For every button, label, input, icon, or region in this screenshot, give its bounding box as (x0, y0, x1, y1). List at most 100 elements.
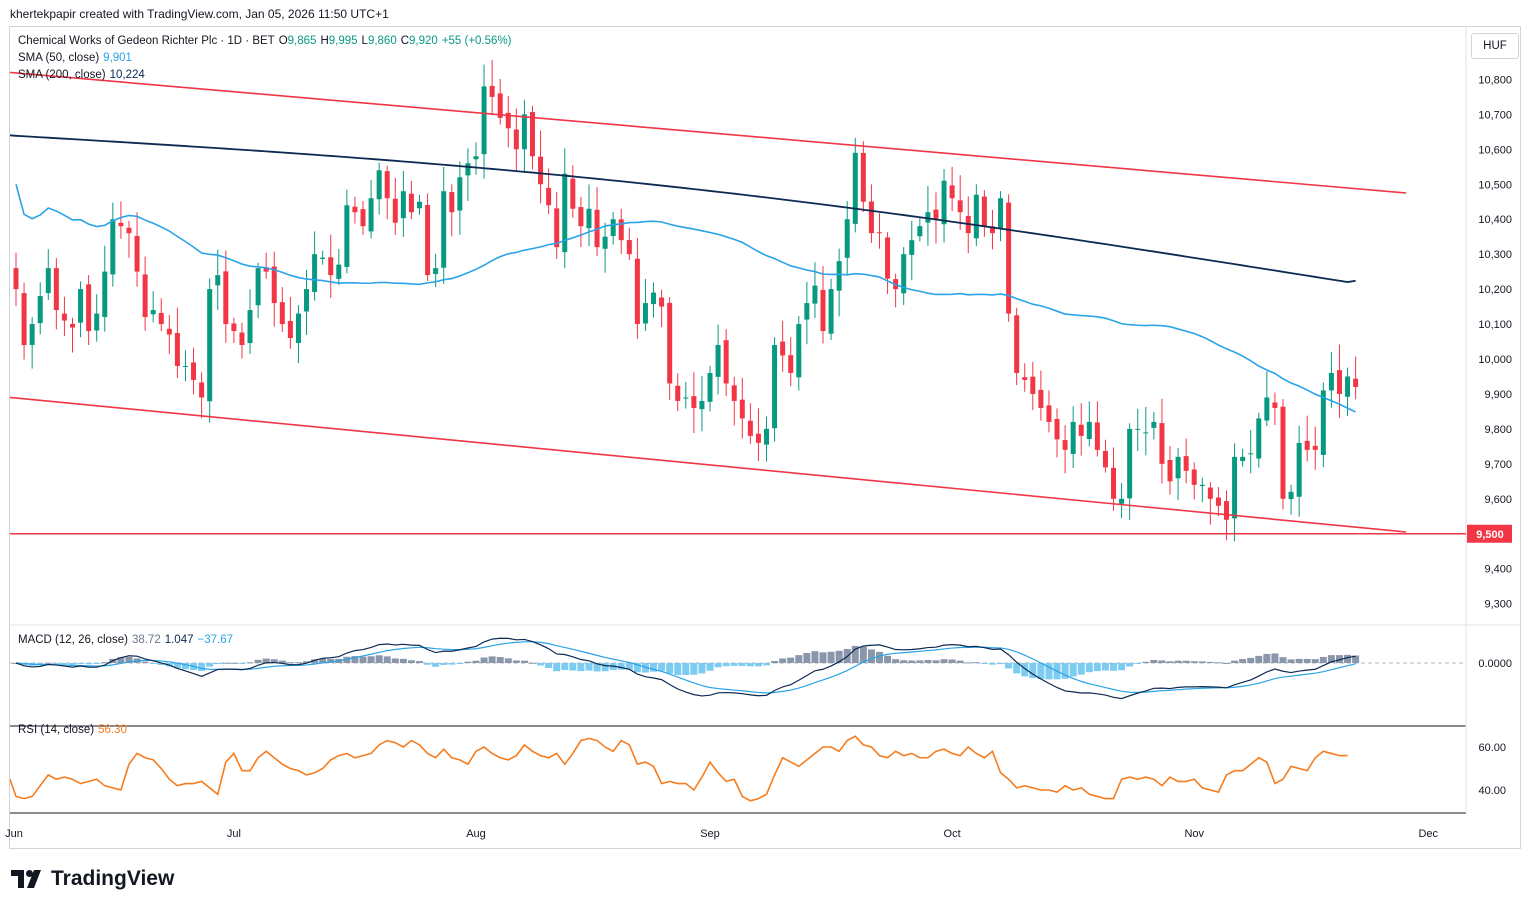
macd-hist-bar (932, 660, 940, 663)
candle-body (634, 258, 640, 325)
macd-hist-bar (528, 662, 536, 664)
macd-hist-bar (682, 663, 690, 676)
candle-body (885, 237, 891, 279)
candle-body (667, 302, 673, 384)
candle-body (1014, 315, 1020, 373)
candle-body (618, 219, 624, 241)
rsi-line (9, 735, 1348, 802)
macd-hist-bar (117, 657, 125, 663)
candle-body (110, 219, 116, 275)
macd-hist-bar (496, 657, 504, 663)
macd-hist-bar (391, 658, 399, 663)
macd-hist-bar (141, 661, 149, 663)
macd-hist-bar (432, 663, 440, 667)
macd-hist-bar (222, 662, 230, 664)
candle-body (150, 310, 156, 315)
macd-hist-bar (1335, 655, 1343, 663)
rsi-axis-tick: 60.00 (1478, 742, 1506, 754)
candle-body (957, 200, 963, 213)
candle-body (118, 222, 124, 227)
candle-body (336, 264, 342, 279)
candle-body (521, 114, 527, 150)
candle-body (917, 226, 923, 237)
macd-hist-bar (698, 663, 706, 674)
macd-hist-bar (650, 663, 658, 672)
macd-hist-bar (1303, 658, 1311, 663)
candle-body (408, 193, 414, 213)
candle-body (860, 152, 866, 202)
candle-body (78, 289, 84, 323)
candle-body (731, 385, 737, 401)
candle-body (199, 382, 205, 398)
macd-hist-bar (1271, 653, 1279, 663)
macd-hist-bar (399, 658, 407, 663)
candle-body (449, 192, 455, 213)
candle-body (1070, 421, 1076, 454)
macd-hist-bar (811, 651, 819, 663)
sma200-legend[interactable]: SMA (200, close) 10,224 (18, 69, 149, 81)
macd-hist-bar (286, 662, 294, 664)
candle-body (1119, 498, 1125, 504)
macd-hist-bar (504, 658, 512, 663)
candle-body (1280, 406, 1286, 499)
sma50-line (15, 184, 1356, 413)
candle-body (1336, 370, 1342, 394)
macd-hist-bar (1101, 663, 1109, 671)
macd-hist-bar (157, 663, 165, 665)
candle-body (433, 268, 439, 275)
sma200-value: 10,224 (109, 69, 145, 81)
sma50-label: SMA (50, close) (18, 52, 100, 64)
currency-button[interactable]: HUF (1471, 33, 1519, 59)
macd-hist-bar (706, 663, 714, 671)
candle-body (21, 293, 27, 346)
macd-line (15, 637, 1356, 700)
macd-hist-bar (771, 660, 779, 663)
candle-body (1022, 377, 1028, 380)
candle-body (223, 271, 229, 325)
candle-body (876, 232, 882, 234)
price-axis-tick: 10,000 (1478, 354, 1512, 366)
macd-hist-bar (803, 652, 811, 663)
candle-body (191, 362, 197, 380)
candle-body (287, 320, 293, 339)
macd-hist-bar (988, 663, 996, 665)
close-label: C (400, 35, 410, 47)
price-axis-tick: 9,700 (1484, 459, 1512, 471)
macd-hist-bar (867, 649, 875, 663)
candle-body (804, 303, 810, 320)
time-axis-tick: Dec (1418, 828, 1438, 840)
candle-body (457, 177, 463, 211)
candle-body (312, 254, 318, 292)
rsi-legend[interactable]: RSI (14, close) 56.30 (18, 724, 131, 736)
candle-body (505, 112, 511, 129)
macd-hist-bar (311, 659, 319, 663)
sma50-legend[interactable]: SMA (50, close) 9,901 (18, 52, 136, 64)
macd-legend[interactable]: MACD (12, 26, close) 38.72 1.047 −37.67 (18, 634, 237, 646)
candle-body (53, 268, 59, 311)
macd-hist-bar (52, 663, 60, 664)
macd-hist-bar (319, 658, 327, 663)
candle-body (691, 396, 697, 408)
candle-body (764, 428, 770, 445)
symbol-title[interactable]: Chemical Works of Gedeon Richter Plc · 1… (18, 35, 275, 47)
candle-body (998, 198, 1004, 229)
candle-body (1312, 445, 1318, 450)
candle-body (739, 399, 745, 419)
candle-body (1111, 467, 1117, 499)
candle-body (352, 206, 358, 213)
macd-hist-bar (440, 663, 448, 665)
candle-body (578, 207, 584, 227)
macd-hist-bar (343, 656, 351, 663)
macd-hist-bar (214, 663, 222, 664)
candle-body (1224, 501, 1229, 520)
macd-hist-bar (367, 656, 375, 663)
candle-body (174, 332, 180, 366)
macd-hist-bar (617, 663, 625, 670)
macd-hist-bar (674, 663, 682, 675)
macd-hist-bar (1174, 660, 1182, 663)
candle-body (513, 129, 519, 150)
price-axis-tick: 10,700 (1478, 109, 1512, 121)
candle-body (207, 289, 213, 402)
macd-hist-bar (964, 662, 972, 664)
